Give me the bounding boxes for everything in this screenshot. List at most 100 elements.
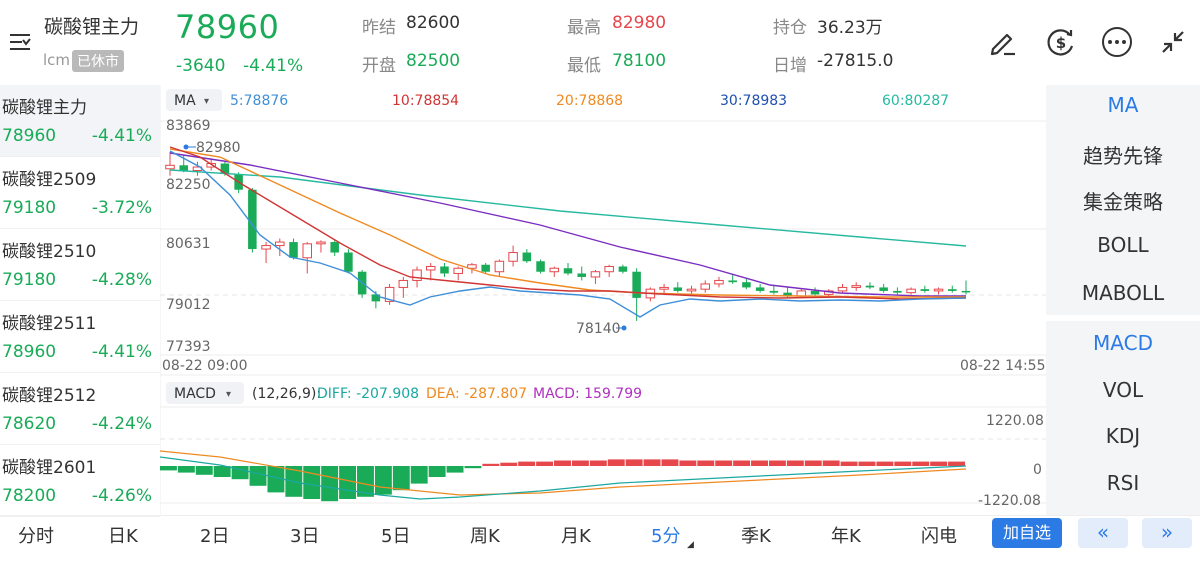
low-value: 78100 [612,51,667,71]
macd-bar [822,460,840,466]
tab-day[interactable]: 日K [108,526,138,547]
macd-bar [195,466,213,475]
candle-body [165,164,175,170]
indicator-rsi[interactable]: RSI [1106,471,1140,495]
period-tab-bar: 分时 日K 2日 3日 5日 周K 月K 5分 ◢ 季K 年K 闪电 加自选 «… [0,515,1200,569]
candle-body [302,243,312,259]
candle-body [577,273,586,277]
macd-bar [357,466,374,497]
low-marker-dot [621,325,627,331]
indicator-trend[interactable]: 趋势先锋 [1083,144,1163,168]
y-tick: 77393 [166,339,211,355]
indicator-macd[interactable]: MACD [1093,331,1153,355]
ma30-value: 30:78983 [720,93,787,109]
candle-body [920,289,930,291]
indicator-maboll[interactable]: MABOLL [1081,281,1165,305]
contract-item[interactable]: 碳酸锂2512 78620 -4.24% [0,373,160,445]
indicator-boll[interactable]: BOLL [1097,233,1149,257]
collapse-icon[interactable] [1155,24,1191,60]
next-arrow-icon[interactable]: » [1142,518,1192,548]
tab-2day[interactable]: 2日 [200,526,230,547]
tab-5min[interactable]: 5分 [651,526,681,547]
contract-item[interactable]: 碳酸锂2511 78960 -4.41% [0,301,160,373]
high-value: 82980 [612,13,667,33]
candle-body [536,261,545,272]
macd-bar [554,460,571,466]
macd-bar [697,460,715,466]
macd-diff: DIFF: -207.908 [317,386,419,402]
svg-text:$: $ [1056,34,1066,52]
currency-icon[interactable]: $ [1043,24,1079,60]
indicator-ma[interactable]: MA [1107,93,1139,117]
macd-bar [625,459,643,466]
contract-item[interactable]: 碳酸锂2601 78200 -4.26% [0,445,160,517]
tab-year[interactable]: 年K [831,526,861,547]
chart-grid [160,85,1046,515]
candle-body [398,279,409,288]
macd-bar [589,460,607,466]
candle-body [453,267,463,274]
candle-body [837,286,848,292]
prev-arrow-icon[interactable]: « [1078,518,1128,548]
indicator-strategy[interactable]: 集金策略 [1083,190,1163,214]
candle-body [220,163,230,175]
ma20-value: 20:78868 [556,93,623,109]
candle-body [275,241,285,247]
draw-icon[interactable] [986,24,1022,60]
contract-price: 78200 [2,486,57,506]
chevron-down-icon: ▾ [204,96,209,107]
macd-value: MACD: 159.799 [533,386,642,402]
y-tick: 80631 [166,236,211,252]
candle-body [481,264,490,272]
tab-timeshare[interactable]: 分时 [18,526,54,547]
macd-bar [768,460,786,466]
candle-body [769,290,779,293]
tab-season[interactable]: 季K [741,526,771,547]
candle-body [673,287,683,291]
indicator-vol[interactable]: VOL [1102,378,1144,402]
candle-body [961,290,971,293]
macd-bar [733,460,751,466]
ma20-line [169,148,966,298]
list-menu-icon[interactable] [8,30,34,54]
kline-chart[interactable]: MA ▾ 5:78876 10:78854 20:78868 30:78983 … [160,85,1046,515]
macd-bar [643,459,661,466]
contract-price: 78960 [2,126,57,146]
macd-bar [392,466,410,491]
macd-tick: 0 [1033,462,1042,478]
more-icon[interactable] [1099,24,1135,60]
add-watchlist-button[interactable]: 加自选 [992,518,1062,548]
macd-bar [249,466,267,486]
candle-body [810,290,820,295]
candle-body [700,283,710,290]
tab-dropdown-icon: ◢ [687,540,694,550]
low-label: 最低 [567,56,601,76]
tab-flash[interactable]: 闪电 [921,526,957,547]
macd-bar [500,462,518,466]
contract-item[interactable]: 碳酸锂2509 79180 -3.72% [0,157,160,229]
macd-bar [446,466,464,473]
tab-3day[interactable]: 3日 [290,526,320,547]
panel-divider [1046,315,1200,321]
ma-dropdown[interactable] [166,89,222,111]
tab-month[interactable]: 月K [561,526,591,547]
candle-body [316,241,326,245]
macd-dropdown[interactable] [166,382,244,404]
candle-body [289,242,298,258]
high-label: 最高 [567,18,601,38]
macd-bar [858,461,876,466]
macd-bar [912,461,930,466]
contract-item[interactable]: 碳酸锂2510 79180 -4.28% [0,229,160,301]
macd-bar [679,460,697,466]
candle-body [686,288,697,292]
ma10-value: 10:78854 [392,93,459,109]
indicator-kdj[interactable]: KDJ [1105,424,1141,448]
candle-body [467,264,477,269]
tab-week[interactable]: 周K [470,526,500,547]
candle-body [659,286,669,290]
contract-item[interactable]: 碳酸锂主力 78960 -4.41% [0,85,160,157]
tab-5day[interactable]: 5日 [381,526,411,547]
ma30-line [169,152,966,297]
candle-body [426,265,436,271]
time-end-label: 08-22 14:55 [960,358,1045,374]
